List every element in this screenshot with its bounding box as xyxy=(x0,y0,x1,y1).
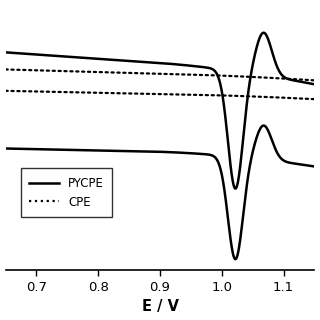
X-axis label: E / V: E / V xyxy=(141,300,179,315)
Legend: PYCPE, CPE: PYCPE, CPE xyxy=(21,168,112,217)
